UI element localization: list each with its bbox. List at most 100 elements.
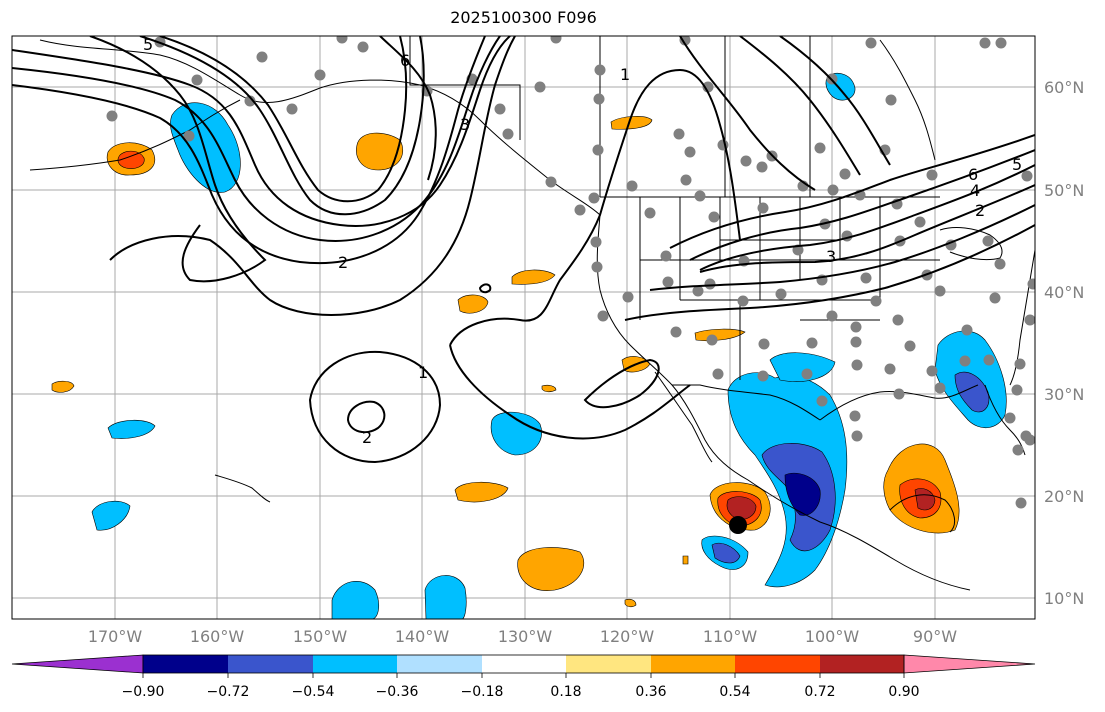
contour-lines xyxy=(12,36,1035,464)
contour-6 xyxy=(379,36,437,181)
alaska-coast xyxy=(39,39,601,216)
us-mexico-border xyxy=(672,384,821,421)
anomaly-blob-positive xyxy=(517,547,585,591)
lon-label: 130°W xyxy=(498,627,553,646)
contour-label: 6 xyxy=(968,165,978,184)
contour-4-jet xyxy=(689,149,1035,261)
anomaly-blob-negative xyxy=(711,542,741,564)
latitude-labels: 60°N 50°N 40°N 30°N 20°N 10°N xyxy=(1044,78,1084,608)
map-title: 2025100300 F096 xyxy=(450,8,597,27)
yucatan xyxy=(889,494,956,533)
anomaly-blob-negative xyxy=(170,102,241,193)
lat-label: 10°N xyxy=(1044,589,1084,608)
anomaly-blob-positive xyxy=(356,132,404,171)
baja-california xyxy=(654,371,713,463)
lon-label: 100°W xyxy=(805,627,860,646)
colorbar-tick-label: 0.18 xyxy=(550,684,581,700)
contour-2-jet-lower xyxy=(649,204,1035,291)
contour-label: 2 xyxy=(338,253,348,272)
colorbar-segment xyxy=(228,655,313,673)
anomaly-blob-negative xyxy=(490,411,542,456)
anomaly-blob-positive xyxy=(51,380,75,393)
lon-label: 120°W xyxy=(600,627,655,646)
contour-label: 3 xyxy=(826,247,836,266)
hudson-bay xyxy=(879,39,936,161)
contour-3-northwest xyxy=(12,36,486,265)
colorbar-tick-label: 0.54 xyxy=(719,684,750,700)
storm-center-marker xyxy=(729,516,747,534)
contour-1-low xyxy=(583,358,660,409)
contour-label: 3 xyxy=(460,115,470,134)
hawaii xyxy=(214,474,271,503)
anomaly-blob-positive xyxy=(610,116,653,130)
map-frame xyxy=(11,35,1036,620)
contour-label: 2 xyxy=(975,201,985,220)
colorbar-segment xyxy=(143,655,228,673)
colorbar-extend-min xyxy=(11,654,144,674)
contour-2-northwest xyxy=(12,36,501,242)
lat-label: 20°N xyxy=(1044,487,1084,506)
lat-label: 30°N xyxy=(1044,385,1084,404)
contour-1-low-pressure xyxy=(308,350,442,464)
anomaly-blob-positive xyxy=(454,481,509,503)
contour-2-lower-2 xyxy=(624,224,1035,321)
contour-3-jet xyxy=(699,164,1035,271)
contour-label: 1 xyxy=(418,363,428,382)
contour-label: 5 xyxy=(143,35,153,54)
anomaly-blob-negative xyxy=(331,581,380,619)
colorbar-tick-label: −0.18 xyxy=(461,684,504,700)
contour-1-central-lower xyxy=(449,344,691,440)
anomaly-blob-negative xyxy=(784,472,821,516)
colorbar-segment xyxy=(397,655,482,673)
anomaly-blob-positive xyxy=(117,150,145,169)
contour-5-jet xyxy=(669,134,1035,249)
east-coast xyxy=(1009,249,1035,386)
colorbar-segment xyxy=(313,655,397,673)
contour-8-inner xyxy=(159,36,408,203)
anomaly-blob-negative xyxy=(91,500,131,531)
anomaly-blob-positive xyxy=(914,488,936,511)
lon-label: 160°W xyxy=(190,627,245,646)
lon-label: 150°W xyxy=(293,627,348,646)
anomaly-blob-positive xyxy=(541,384,557,393)
contour-label: 6 xyxy=(400,51,410,70)
anomaly-blob-positive xyxy=(457,294,489,314)
contour-north-b xyxy=(739,36,861,176)
contour-5-outer xyxy=(109,36,516,316)
colorbar-tick-label: −0.54 xyxy=(292,684,335,700)
contour-1-central xyxy=(449,68,741,346)
colorbar-tick-label: 0.72 xyxy=(804,684,835,700)
colorbar-segment xyxy=(482,655,566,673)
gulf-coast xyxy=(819,384,979,421)
anomaly-blob-positive xyxy=(682,555,689,565)
contour-2-loop xyxy=(478,283,492,294)
anomaly-blob-negative xyxy=(769,352,836,382)
contour-label: 5 xyxy=(1012,155,1022,174)
lon-label: 170°W xyxy=(88,627,143,646)
colorbar-tick-label: 0.36 xyxy=(635,684,666,700)
contour-7-inner xyxy=(139,36,425,216)
contour-label: 4 xyxy=(970,181,980,200)
state-lines xyxy=(639,197,940,380)
contour-4-northwest xyxy=(89,36,267,283)
lon-label: 110°W xyxy=(703,627,758,646)
contour-1-northwest xyxy=(12,36,511,227)
contour-label: 1 xyxy=(620,65,630,84)
station-markers xyxy=(106,36,1035,509)
contour-north-a xyxy=(679,36,816,191)
contour-label: 2 xyxy=(362,428,372,447)
anomaly-blob-positive xyxy=(624,598,637,608)
lat-label: 40°N xyxy=(1044,283,1084,302)
longitude-labels: 170°W 160°W 150°W 140°W 130°W 120°W 110°… xyxy=(88,627,957,646)
lat-label: 60°N xyxy=(1044,78,1084,97)
lon-label: 140°W xyxy=(395,627,450,646)
colorbar-tick-label: 0.90 xyxy=(888,684,919,700)
anomaly-blob-negative xyxy=(954,371,990,413)
anomaly-blob-negative xyxy=(424,575,467,619)
lat-label: 50°N xyxy=(1044,181,1084,200)
colorbar-segment xyxy=(566,655,651,673)
colorbar-segment xyxy=(735,655,820,673)
anomaly-blob-positive xyxy=(511,269,556,285)
contour-north-c xyxy=(779,36,891,166)
